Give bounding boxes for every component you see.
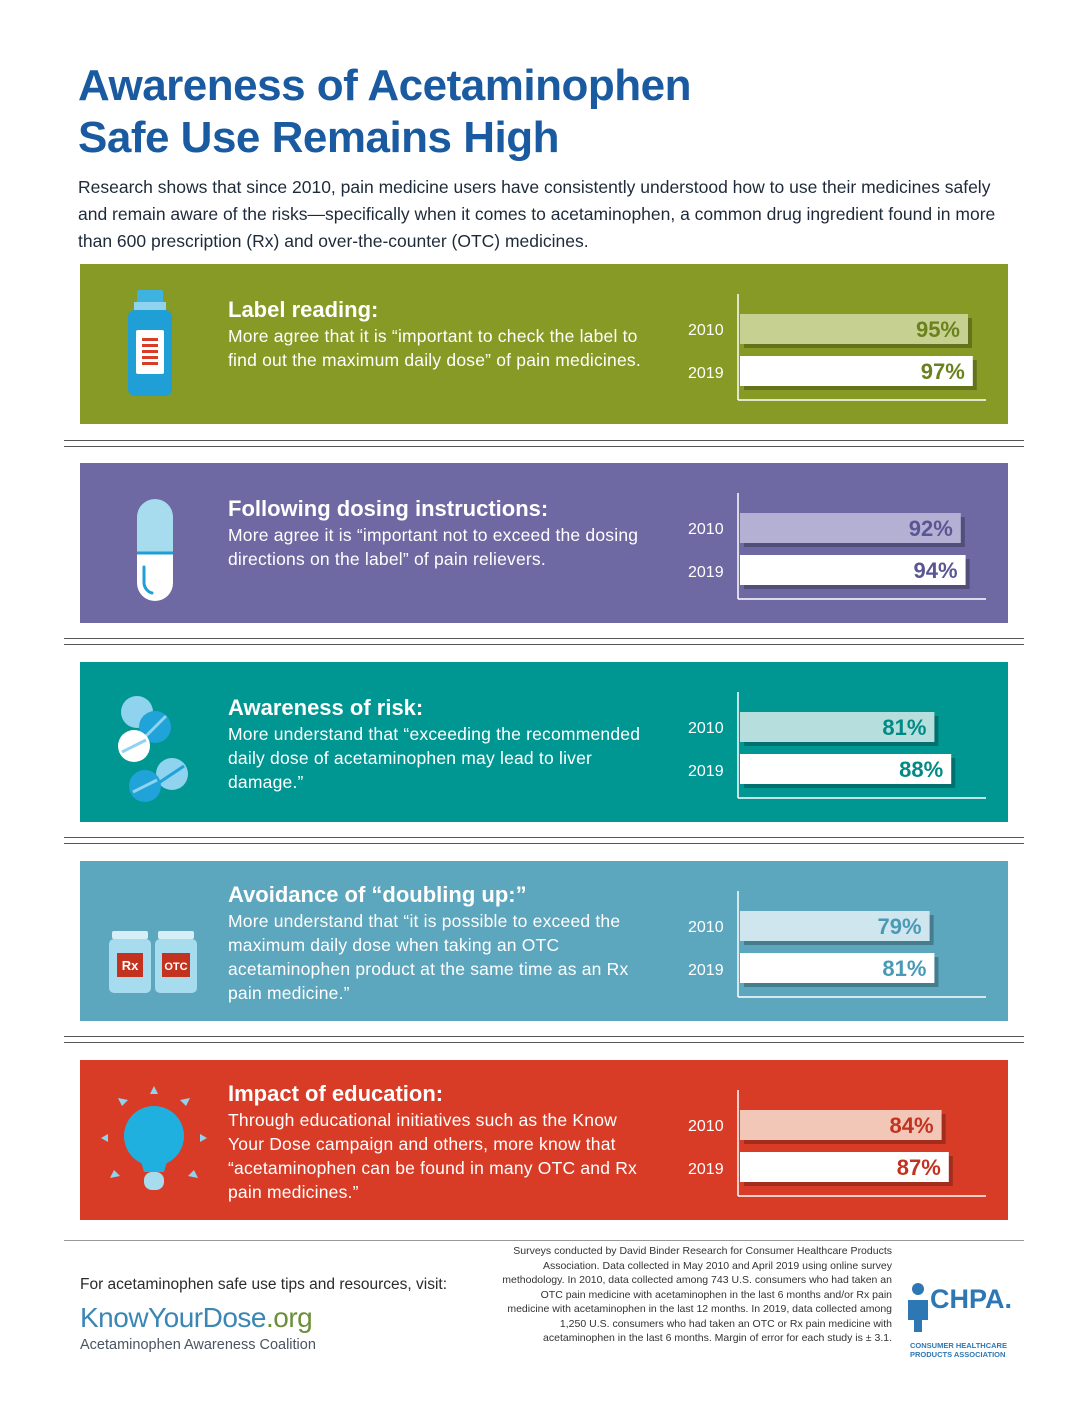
otc-label: OTC	[164, 961, 187, 973]
panel-heading: Label reading:	[228, 297, 379, 322]
bar-2010	[740, 911, 930, 941]
category-label-2019: 2019	[688, 365, 724, 382]
panel-heading: Awareness of risk:	[228, 695, 424, 720]
category-label-2010: 2010	[688, 322, 724, 339]
bar-2019	[740, 1152, 949, 1182]
methodology-note: Surveys conducted by David Binder Resear…	[502, 1245, 892, 1344]
bar-2010	[740, 712, 935, 742]
bar-chart: 2010 2019 79% 81%	[688, 891, 986, 998]
bar-chart: 2010 2019 95% 97%	[688, 294, 986, 401]
category-label-2010: 2010	[688, 1118, 724, 1135]
chpa-logo	[908, 1283, 928, 1332]
bar-2019	[740, 356, 973, 386]
panel-heading: Impact of education:	[228, 1081, 444, 1106]
value-label-2019: 81%	[882, 956, 926, 981]
divider	[64, 638, 1024, 645]
value-label-2010: 84%	[890, 1113, 934, 1138]
bar-chart: 2010 2019 84% 87%	[688, 1090, 986, 1197]
coalition-name: Acetaminophen Awareness Coalition	[80, 1337, 316, 1353]
panel-description: More agree it is “important not to excee…	[228, 525, 639, 569]
panel-heading: Following dosing instructions:	[228, 496, 549, 521]
chpa-full-name: CONSUMER HEALTHCARE PRODUCTS ASSOCIATION	[910, 1341, 1007, 1359]
rx-otc-bottles-icon: Rx OTC	[109, 931, 197, 993]
panel-description: Through educational initiatives such as …	[228, 1110, 638, 1202]
divider	[64, 837, 1024, 844]
page-title: Awareness of Acetaminophen Safe Use Rema…	[78, 60, 691, 164]
category-label-2019: 2019	[688, 564, 724, 581]
divider	[64, 1036, 1024, 1043]
panel-label-reading: Label reading: More agree that it is “im…	[80, 264, 1008, 424]
category-label-2010: 2010	[688, 720, 724, 737]
value-label-2019: 87%	[897, 1155, 941, 1180]
bar-2019	[740, 555, 966, 585]
chpa-name: CHPA.	[930, 1284, 1013, 1314]
category-label-2019: 2019	[688, 763, 724, 780]
category-label-2010: 2010	[688, 521, 724, 538]
footer-divider	[64, 1240, 1024, 1241]
title-line-1: Awareness of Acetaminophen	[78, 61, 691, 110]
value-label-2019: 97%	[921, 359, 965, 384]
knowyourdose-link[interactable]: KnowYourDose.org	[80, 1302, 313, 1334]
visit-text: For acetaminophen safe use tips and reso…	[80, 1276, 448, 1293]
capsule-icon	[137, 499, 173, 601]
category-label-2019: 2019	[688, 1161, 724, 1178]
value-label-2010: 79%	[878, 914, 922, 939]
value-label-2019: 88%	[899, 757, 943, 782]
panel-description: More agree that it is “important to chec…	[228, 326, 641, 370]
panel-awareness-of-risk: Awareness of risk: More understand that …	[80, 662, 1008, 822]
medicine-bottle-icon	[128, 290, 172, 396]
value-label-2010: 95%	[916, 317, 960, 342]
bar-chart: 2010 2019 81% 88%	[688, 692, 986, 799]
panel-avoidance-doubling-up: Rx OTC Avoidance of “doubling up:” More …	[80, 861, 1008, 1021]
title-line-2: Safe Use Remains High	[78, 113, 560, 162]
lightbulb-icon	[101, 1086, 207, 1190]
value-label-2010: 81%	[882, 715, 926, 740]
pills-icon	[118, 696, 188, 802]
value-label-2010: 92%	[909, 516, 953, 541]
panel-following-dosing: Following dosing instructions: More agre…	[80, 463, 1008, 623]
bar-2019	[740, 953, 935, 983]
value-label-2019: 94%	[914, 558, 958, 583]
rx-label: Rx	[122, 958, 139, 973]
category-label-2010: 2010	[688, 919, 724, 936]
divider	[64, 440, 1024, 447]
bar-2019	[740, 754, 952, 784]
bar-2010	[740, 314, 968, 344]
site-tld: .org	[265, 1302, 313, 1333]
bar-chart: 2010 2019 92% 94%	[688, 493, 986, 600]
bar-2010	[740, 513, 961, 543]
panel-impact-of-education: Impact of education: Through educational…	[80, 1060, 1008, 1220]
panel-heading: Avoidance of “doubling up:”	[228, 882, 527, 907]
site-name: KnowYourDose	[80, 1302, 266, 1333]
bar-2010	[740, 1110, 942, 1140]
panel-description: More understand that “exceeding the reco…	[228, 724, 641, 792]
category-label-2019: 2019	[688, 962, 724, 979]
intro-text: Research shows that since 2010, pain med…	[78, 177, 996, 251]
panel-description: More understand that “it is possible to …	[228, 911, 629, 1003]
